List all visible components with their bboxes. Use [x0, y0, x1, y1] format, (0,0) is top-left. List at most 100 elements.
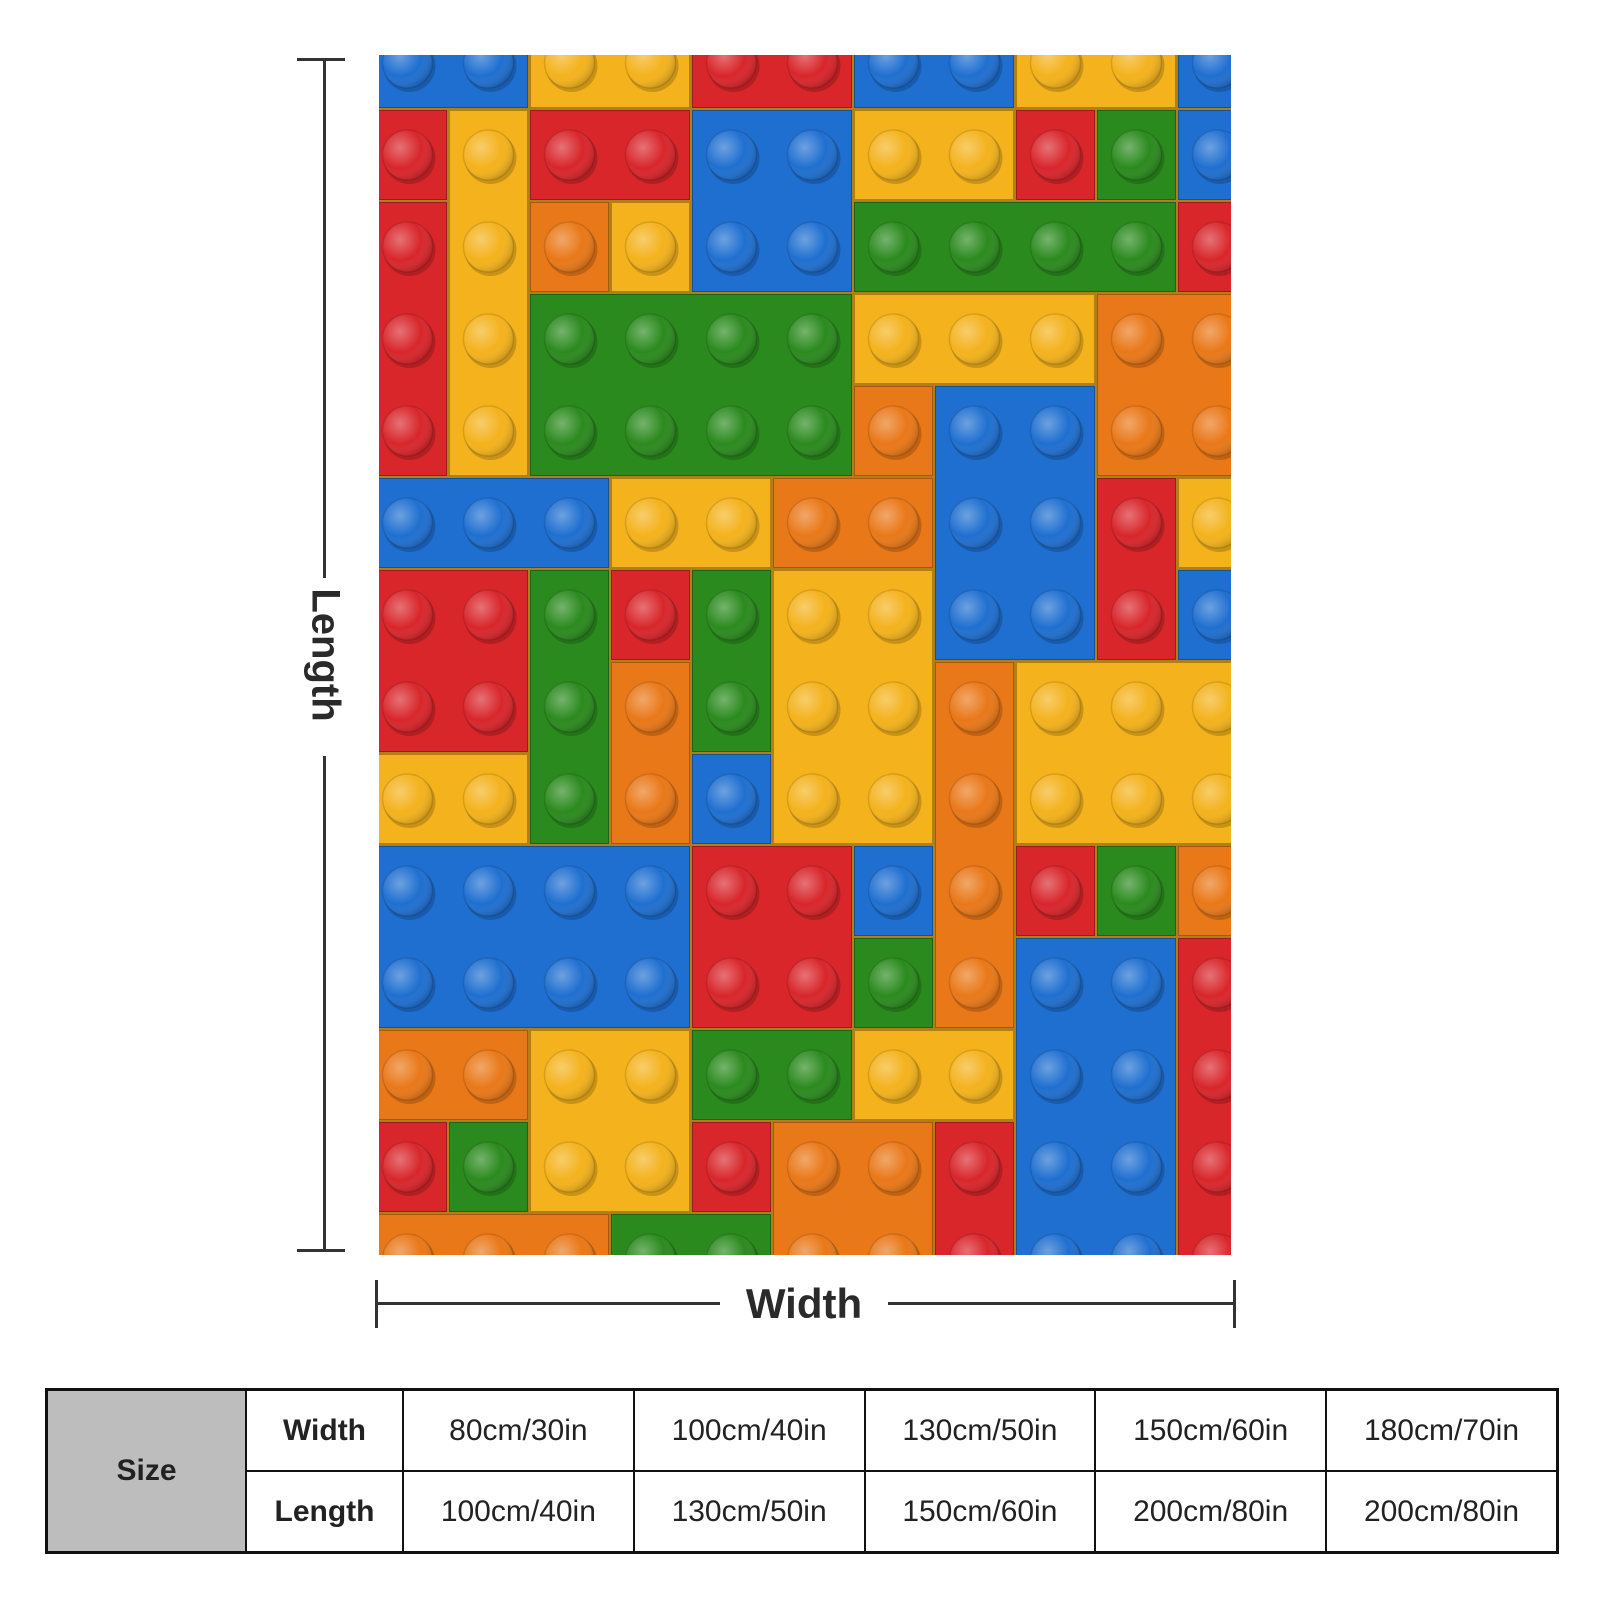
stud-highlight — [1111, 406, 1162, 456]
stud-highlight — [1192, 866, 1231, 916]
stud-highlight — [1030, 498, 1081, 548]
stud-highlight — [787, 958, 838, 1008]
stud-highlight — [706, 866, 757, 916]
length-line-lower — [323, 756, 326, 1252]
stud-highlight — [949, 866, 1000, 916]
stud-highlight — [625, 958, 676, 1008]
stud-highlight — [1111, 55, 1162, 88]
stud-highlight — [382, 130, 433, 180]
stud-highlight — [625, 682, 676, 732]
length-row-label: Length — [245, 1470, 404, 1554]
stud-highlight — [868, 498, 919, 548]
length-value: 130cm/50in — [632, 1470, 866, 1554]
size-header: Size — [45, 1388, 247, 1554]
stud-highlight — [868, 314, 919, 364]
stud-highlight — [463, 498, 514, 548]
width-value: 80cm/30in — [402, 1388, 635, 1472]
stud-highlight — [949, 498, 1000, 548]
stud-highlight — [625, 590, 676, 640]
stud-highlight — [625, 774, 676, 824]
stud-highlight — [868, 866, 919, 916]
stud-highlight — [787, 1142, 838, 1192]
size-row-length: Length 100cm/40in 130cm/50in 150cm/60in … — [47, 1470, 1559, 1554]
stud-highlight — [949, 590, 1000, 640]
stud-highlight — [1111, 682, 1162, 732]
stud-highlight — [463, 682, 514, 732]
brick-pattern — [379, 55, 1231, 1255]
stud-highlight — [868, 406, 919, 456]
stud-highlight — [382, 866, 433, 916]
stud-highlight — [625, 406, 676, 456]
stud-highlight — [787, 55, 838, 88]
stud-highlight — [868, 222, 919, 272]
stud-highlight — [463, 774, 514, 824]
stud-highlight — [1030, 866, 1081, 916]
stud-highlight — [1192, 590, 1231, 640]
stud-highlight — [868, 1142, 919, 1192]
stud-highlight — [949, 774, 1000, 824]
stud-highlight — [382, 222, 433, 272]
stud-highlight — [544, 222, 595, 272]
stud-highlight — [1111, 590, 1162, 640]
stud-highlight — [382, 406, 433, 456]
stud-highlight — [706, 130, 757, 180]
stud-highlight — [382, 314, 433, 364]
stud-highlight — [787, 314, 838, 364]
stud-highlight — [1111, 498, 1162, 548]
stud-highlight — [949, 314, 1000, 364]
stud-highlight — [706, 590, 757, 640]
stud-highlight — [625, 130, 676, 180]
stud-highlight — [1192, 55, 1231, 88]
stud-highlight — [949, 958, 1000, 1008]
stud-highlight — [1192, 682, 1231, 732]
stud-highlight — [463, 222, 514, 272]
stud-highlight — [706, 222, 757, 272]
length-top-tick — [297, 58, 345, 61]
stud-highlight — [463, 958, 514, 1008]
stud-highlight — [949, 222, 1000, 272]
size-row-width: Size Width 80cm/30in 100cm/40in 130cm/50… — [45, 1388, 1559, 1554]
stud-highlight — [949, 682, 1000, 732]
stud-highlight — [625, 222, 676, 272]
stud-highlight — [706, 55, 757, 88]
blanket-image — [379, 55, 1231, 1255]
stud-highlight — [1192, 130, 1231, 180]
stud-highlight — [544, 406, 595, 456]
width-value: 150cm/60in — [1094, 1388, 1327, 1472]
stud-highlight — [1192, 958, 1231, 1008]
stud-highlight — [787, 590, 838, 640]
stud-highlight — [544, 590, 595, 640]
stud-highlight — [463, 130, 514, 180]
stud-highlight — [787, 1050, 838, 1100]
stud-highlight — [868, 1234, 919, 1255]
stud-highlight — [544, 498, 595, 548]
stud-highlight — [544, 866, 595, 916]
stud-highlight — [382, 55, 433, 88]
stud-highlight — [868, 774, 919, 824]
stud-highlight — [1111, 774, 1162, 824]
width-right-tick — [1233, 1280, 1236, 1328]
stud-highlight — [1030, 406, 1081, 456]
stud-highlight — [1030, 590, 1081, 640]
stud-highlight — [706, 1050, 757, 1100]
stud-highlight — [625, 1234, 676, 1255]
width-label: Width — [745, 1280, 863, 1327]
stud-highlight — [706, 1142, 757, 1192]
stud-highlight — [544, 1050, 595, 1100]
stud-highlight — [868, 1050, 919, 1100]
stud-highlight — [706, 682, 757, 732]
width-line-left — [375, 1302, 720, 1305]
stud-highlight — [1111, 1234, 1162, 1255]
stud-highlight — [868, 958, 919, 1008]
stud-highlight — [706, 1234, 757, 1255]
stud-highlight — [544, 1234, 595, 1255]
stud-highlight — [949, 1142, 1000, 1192]
stud-highlight — [1192, 314, 1231, 364]
width-value: 180cm/70in — [1325, 1388, 1559, 1472]
stud-highlight — [706, 774, 757, 824]
stud-highlight — [1030, 1142, 1081, 1192]
stud-highlight — [544, 774, 595, 824]
stud-highlight — [1192, 1234, 1231, 1255]
stud-highlight — [1111, 866, 1162, 916]
length-value: 150cm/60in — [863, 1470, 1097, 1554]
